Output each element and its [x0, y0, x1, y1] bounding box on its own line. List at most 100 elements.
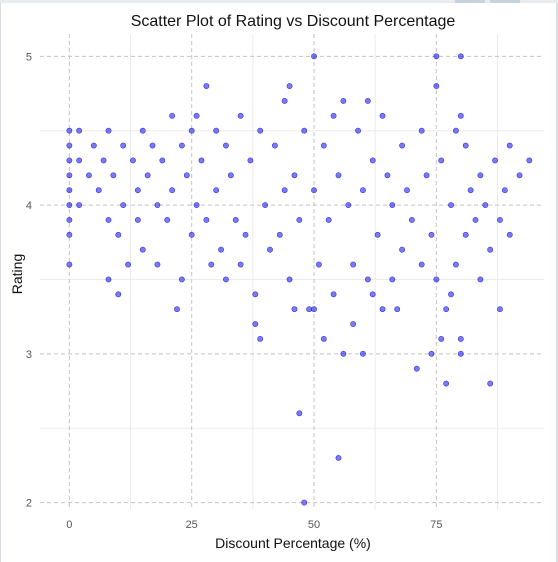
data-point	[360, 187, 366, 194]
data-point	[164, 217, 171, 223]
data-point	[457, 350, 464, 357]
data-point	[374, 231, 381, 238]
points-layer	[66, 53, 533, 506]
data-point	[291, 172, 298, 179]
data-point	[223, 142, 229, 149]
data-point	[296, 410, 303, 417]
data-point	[66, 202, 73, 208]
data-point	[144, 172, 151, 179]
window-frame-left	[0, 3, 1, 562]
data-point	[433, 276, 440, 283]
data-point	[66, 261, 73, 268]
data-point	[76, 157, 83, 164]
data-point	[169, 187, 176, 194]
data-point	[174, 306, 180, 313]
data-point	[120, 202, 127, 208]
data-point	[125, 261, 131, 268]
data-point	[271, 142, 278, 149]
data-point	[379, 112, 386, 119]
data-point	[223, 276, 229, 283]
data-point	[267, 246, 273, 253]
data-point	[193, 202, 200, 208]
data-point	[76, 127, 83, 134]
data-point	[105, 127, 112, 134]
window-tab-stub	[455, 0, 485, 3]
y-tick-label: 4	[26, 200, 32, 212]
data-point	[399, 246, 405, 253]
data-point	[340, 98, 347, 104]
data-point	[487, 246, 494, 253]
data-point	[311, 53, 317, 60]
data-point	[482, 202, 489, 208]
data-point	[467, 187, 474, 194]
data-point	[516, 172, 523, 179]
data-point	[384, 172, 391, 179]
data-point	[472, 217, 479, 223]
grid-layer	[40, 34, 544, 510]
data-point	[389, 276, 396, 283]
data-point	[154, 202, 161, 208]
data-point	[291, 306, 298, 313]
data-point	[90, 142, 97, 149]
data-point	[183, 172, 190, 179]
y-tick-label: 5	[26, 51, 32, 63]
data-point	[262, 202, 268, 208]
data-point	[286, 276, 293, 283]
data-point	[86, 172, 92, 179]
data-point	[218, 246, 224, 253]
data-point	[179, 142, 185, 149]
data-point	[247, 157, 254, 164]
data-point	[364, 98, 371, 104]
y-tick-label: 2	[26, 498, 32, 510]
window-top-edge	[0, 0, 558, 3]
data-point	[105, 276, 112, 283]
data-point	[340, 350, 347, 357]
data-point	[306, 306, 313, 313]
data-point	[399, 142, 405, 149]
data-point	[448, 291, 454, 298]
data-point	[286, 83, 293, 89]
data-point	[418, 127, 425, 134]
data-point	[203, 217, 210, 223]
data-point	[433, 53, 440, 60]
data-point	[428, 350, 435, 357]
data-point	[350, 261, 357, 268]
data-point	[438, 157, 445, 164]
data-point	[139, 246, 146, 253]
data-point	[448, 202, 454, 208]
window-frame-right	[556, 3, 558, 562]
data-point	[394, 306, 401, 313]
data-point	[438, 336, 445, 342]
data-point	[423, 172, 430, 179]
data-point	[526, 157, 533, 164]
data-point	[477, 172, 484, 179]
data-point	[276, 231, 283, 238]
x-axis-title: Discount Percentage (%)	[215, 535, 371, 551]
data-point	[154, 261, 161, 268]
data-point	[492, 157, 498, 164]
data-point	[389, 202, 396, 208]
data-point	[115, 231, 122, 238]
data-point	[213, 187, 220, 194]
data-point	[350, 321, 357, 327]
data-point	[257, 127, 264, 134]
data-point	[311, 187, 317, 194]
x-tick-label: 0	[66, 519, 72, 531]
data-point	[335, 172, 342, 179]
data-point	[330, 291, 337, 298]
data-point	[105, 217, 112, 223]
data-point	[66, 187, 73, 194]
data-point	[457, 112, 464, 119]
y-tick-label: 3	[26, 349, 32, 361]
data-point	[252, 291, 259, 298]
data-point	[232, 217, 239, 223]
data-point	[110, 172, 117, 179]
data-point	[149, 142, 156, 149]
data-point	[227, 172, 234, 179]
data-point	[355, 127, 361, 134]
data-point	[316, 261, 322, 268]
data-point	[320, 336, 327, 342]
data-point	[159, 157, 166, 164]
data-point	[100, 157, 107, 164]
